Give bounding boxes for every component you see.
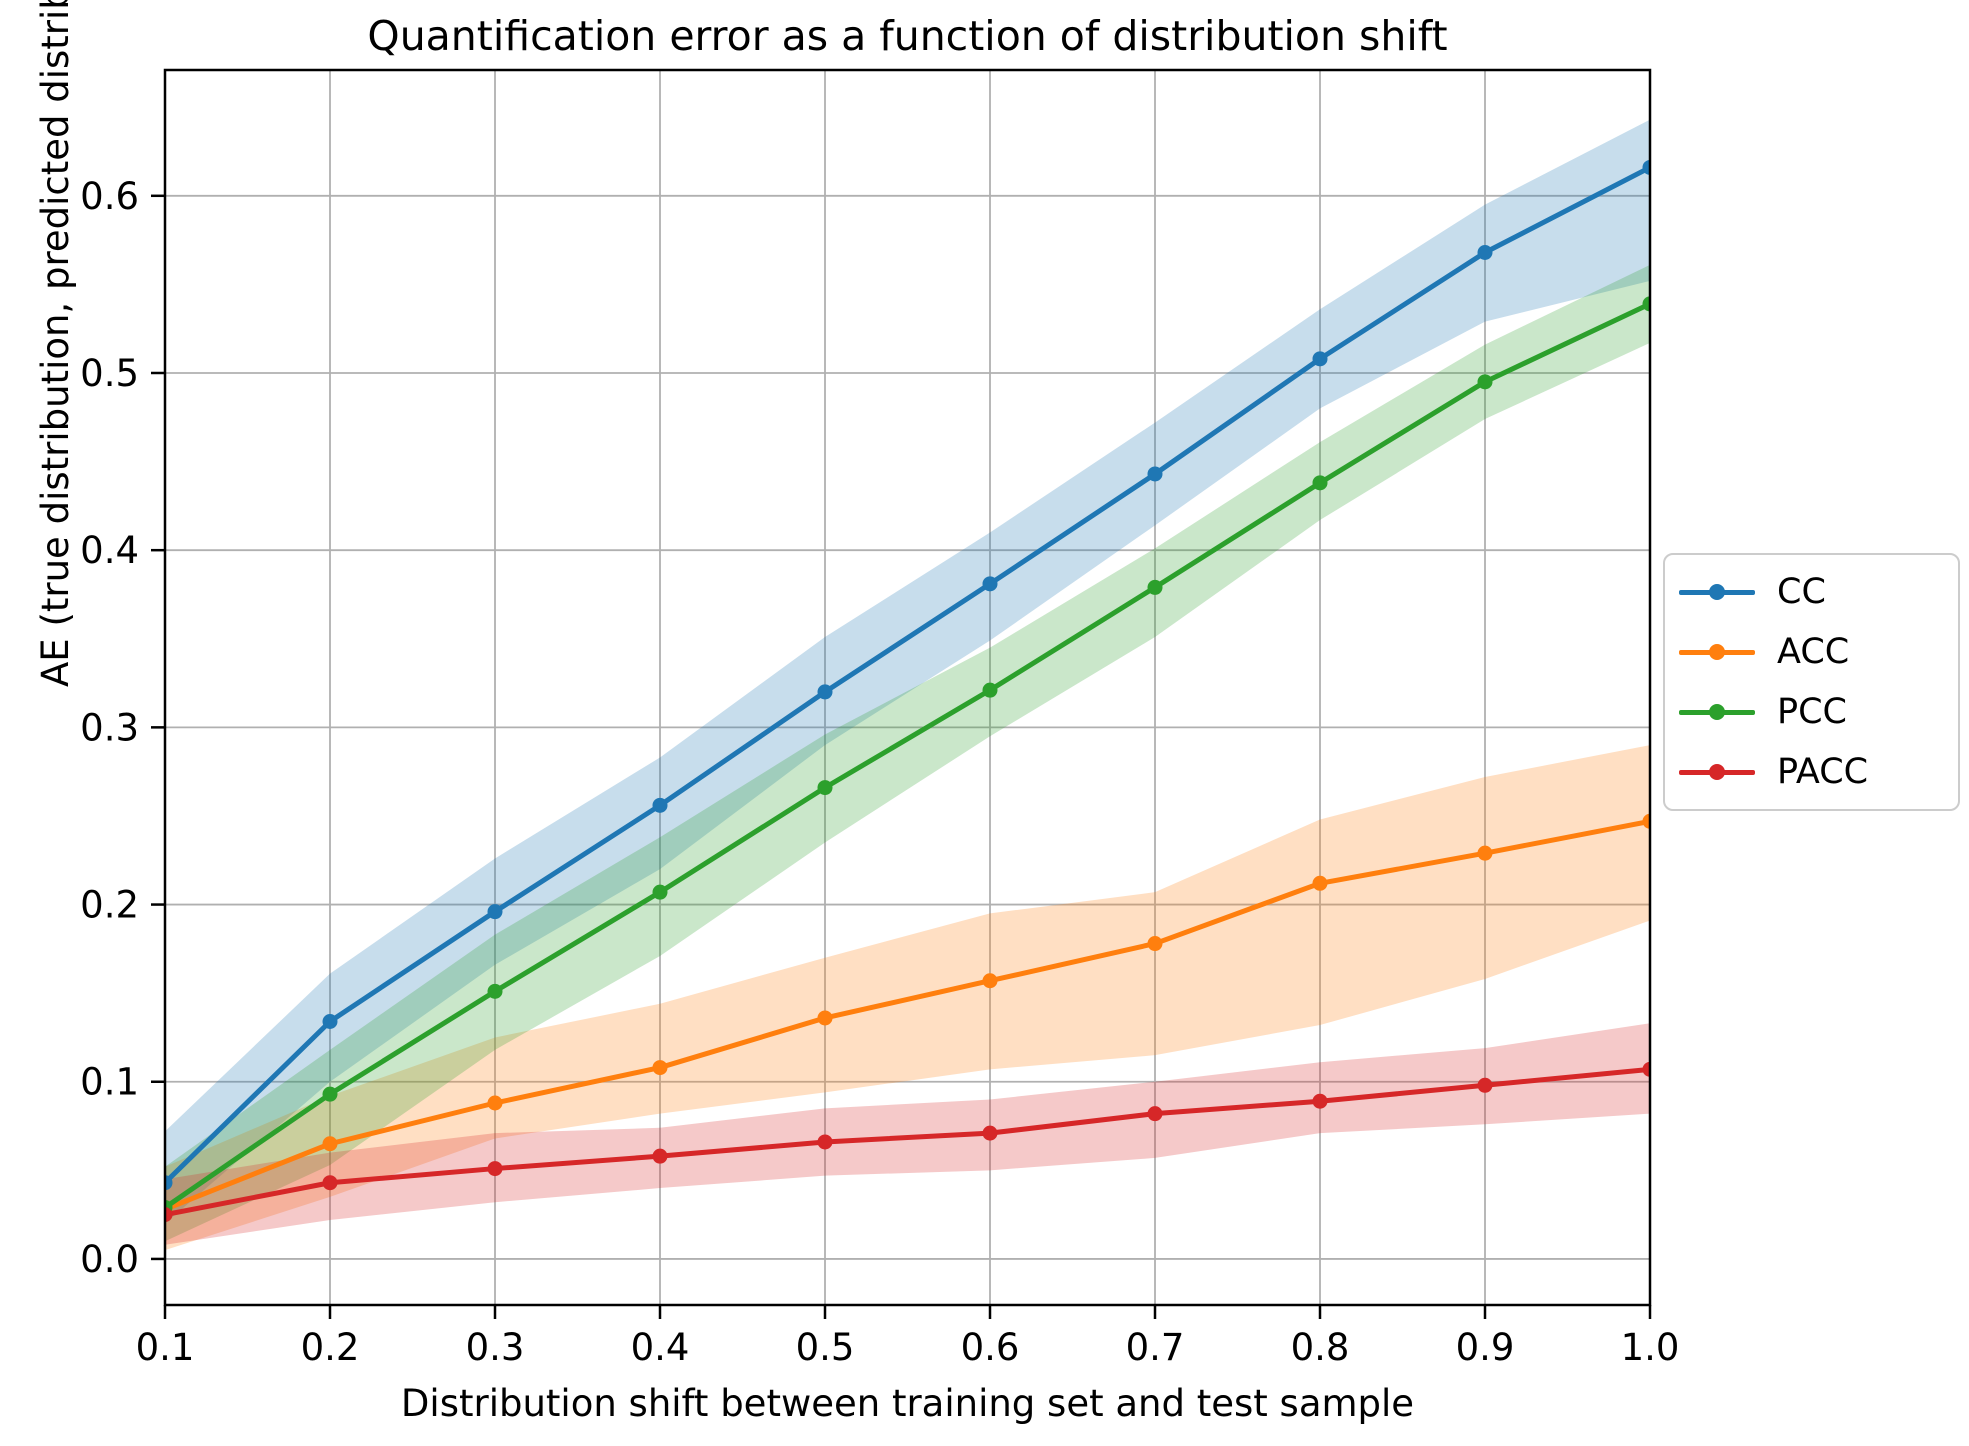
y-tick-label-0.2: 0.2 <box>80 884 139 927</box>
pcc-marker-0.6 <box>982 682 998 698</box>
x-tick-label-1.0: 1.0 <box>1621 1326 1680 1369</box>
pacc-marker-0.9 <box>1477 1077 1493 1093</box>
pcc-marker-0.5 <box>817 780 833 796</box>
pacc-marker-1.0 <box>1642 1061 1650 1077</box>
y-tick-label-0.6: 0.6 <box>80 175 139 218</box>
pcc-marker-0.4 <box>652 884 668 900</box>
cc-marker-0.7 <box>1147 466 1163 482</box>
acc-marker-0.9 <box>1477 845 1493 861</box>
cc-marker-0.5 <box>817 684 833 700</box>
x-tick-label-0.6: 0.6 <box>961 1326 1020 1369</box>
x-tick-label-0.8: 0.8 <box>1291 1326 1350 1369</box>
legend-item-pacc: PACC <box>1679 749 1940 795</box>
cc-marker-1.0 <box>1642 159 1650 175</box>
y-tick-label-0.4: 0.4 <box>80 529 139 572</box>
pcc-marker-0.7 <box>1147 579 1163 595</box>
acc-marker-0.5 <box>817 1010 833 1026</box>
legend-item-cc: CC <box>1679 569 1940 615</box>
acc-marker-0.8 <box>1312 875 1328 891</box>
y-tick-label-0.0: 0.0 <box>80 1238 139 1281</box>
legend-label-cc: CC <box>1777 571 1826 612</box>
cc-confidence-band <box>165 119 1650 1224</box>
pacc-marker-0.6 <box>982 1125 998 1141</box>
pacc-marker-0.1 <box>165 1207 173 1223</box>
pacc-line-marker-icon <box>1679 763 1755 781</box>
x-tick-label-0.2: 0.2 <box>301 1326 360 1369</box>
acc-line-marker-icon <box>1679 643 1755 661</box>
pacc-marker-0.3 <box>487 1161 503 1177</box>
x-tick-label-0.7: 0.7 <box>1126 1326 1185 1369</box>
cc-marker-0.6 <box>982 576 998 592</box>
pcc-marker-0.8 <box>1312 475 1328 491</box>
acc-marker-1.0 <box>1642 813 1650 829</box>
pcc-marker-0.2 <box>322 1086 338 1102</box>
acc-marker-0.4 <box>652 1060 668 1076</box>
pcc-marker-0.9 <box>1477 374 1493 390</box>
pcc-marker-0.3 <box>487 983 503 999</box>
cc-marker-0.1 <box>165 1175 173 1191</box>
legend-label-pacc: PACC <box>1777 751 1869 792</box>
y-tick-label-0.5: 0.5 <box>80 352 139 395</box>
pacc-marker-0.5 <box>817 1134 833 1150</box>
x-tick-label-0.3: 0.3 <box>466 1326 525 1369</box>
y-tick-label-0.1: 0.1 <box>80 1061 139 1104</box>
pacc-marker-0.2 <box>322 1175 338 1191</box>
legend-item-pcc: PCC <box>1679 689 1940 735</box>
cc-marker-0.2 <box>322 1013 338 1029</box>
pcc-line <box>165 301 1650 1210</box>
legend-label-acc: ACC <box>1777 631 1850 672</box>
acc-marker-0.3 <box>487 1095 503 1111</box>
acc-line <box>165 818 1650 1212</box>
y-tick-label-0.3: 0.3 <box>80 706 139 749</box>
legend-item-acc: ACC <box>1679 629 1940 675</box>
cc-line-marker-icon <box>1679 583 1755 601</box>
x-tick-label-0.1: 0.1 <box>136 1326 195 1369</box>
acc-marker-0.7 <box>1147 936 1163 952</box>
pcc-marker-1.0 <box>1642 296 1650 312</box>
cc-marker-0.4 <box>652 797 668 813</box>
x-axis-label: Distribution shift between training set … <box>400 1382 1415 1425</box>
pacc-marker-0.8 <box>1312 1093 1328 1109</box>
legend: CC ACC PCC PACC <box>1663 553 1960 811</box>
cc-line <box>165 165 1650 1185</box>
cc-marker-0.9 <box>1477 245 1493 261</box>
acc-marker-0.2 <box>322 1136 338 1152</box>
legend-label-pcc: PCC <box>1777 691 1847 732</box>
cc-marker-0.3 <box>487 904 503 920</box>
x-tick-label-0.9: 0.9 <box>1456 1326 1515 1369</box>
cc-marker-0.8 <box>1312 351 1328 367</box>
acc-marker-0.6 <box>982 973 998 989</box>
pacc-marker-0.4 <box>652 1148 668 1164</box>
x-tick-label-0.4: 0.4 <box>631 1326 690 1369</box>
pacc-line <box>165 1066 1650 1218</box>
pacc-confidence-band <box>165 1023 1650 1245</box>
x-tick-label-0.5: 0.5 <box>796 1326 855 1369</box>
pacc-marker-0.7 <box>1147 1106 1163 1122</box>
plot-border <box>163 68 1652 1307</box>
pcc-line-marker-icon <box>1679 703 1755 721</box>
chart-title: Quantification error as a function of di… <box>367 12 1448 60</box>
